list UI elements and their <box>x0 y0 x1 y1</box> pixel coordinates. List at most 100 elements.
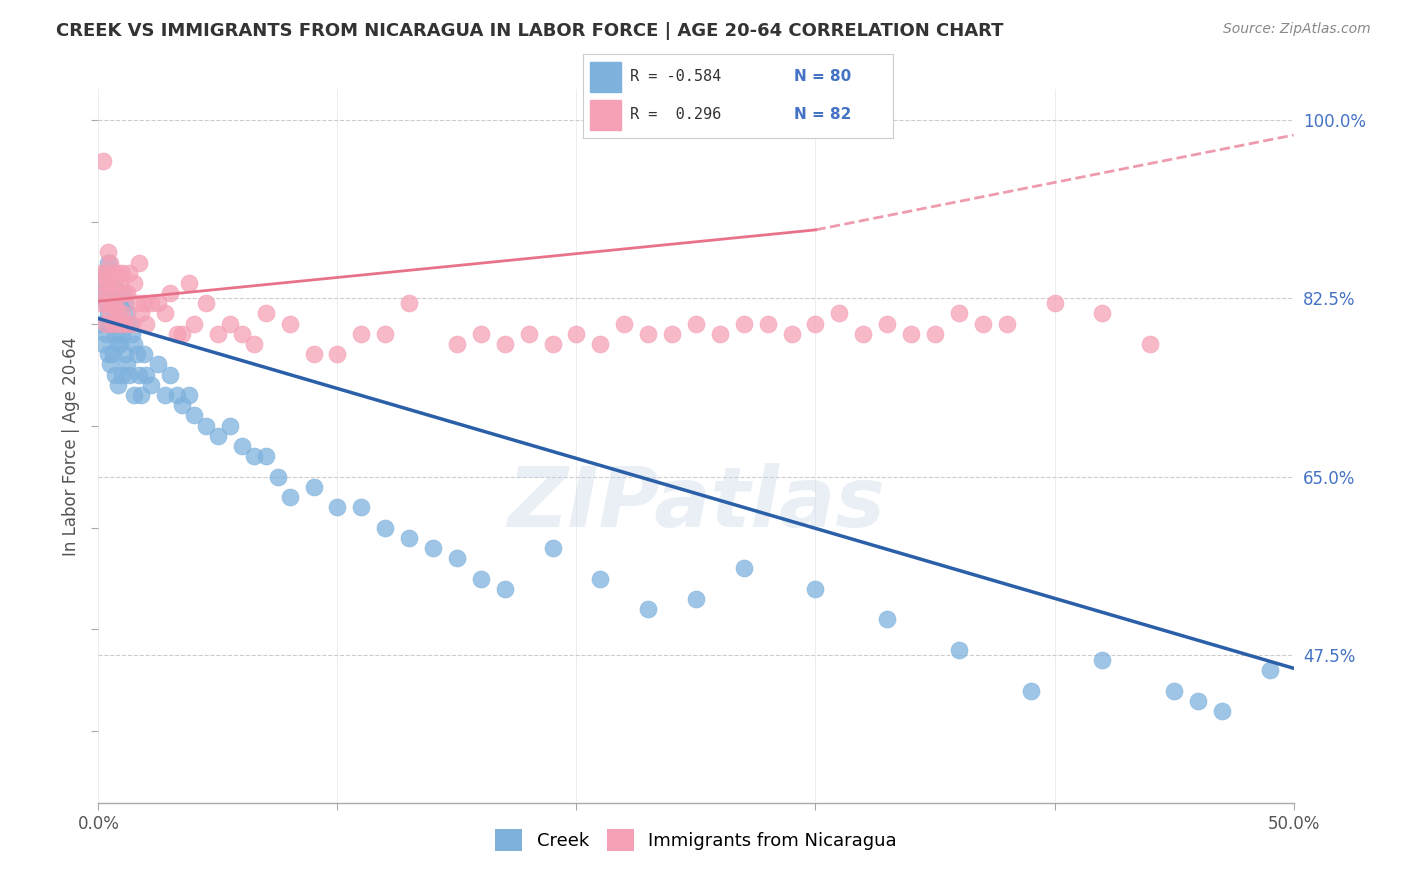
Point <box>107 296 129 310</box>
Text: N = 80: N = 80 <box>794 69 851 84</box>
Point <box>111 266 134 280</box>
Point <box>948 306 970 320</box>
Point <box>139 296 162 310</box>
Point <box>91 276 114 290</box>
Text: N = 82: N = 82 <box>794 107 851 122</box>
Point <box>94 317 117 331</box>
Point <box>94 266 117 280</box>
Point <box>90 296 112 310</box>
Point <box>172 398 194 412</box>
Point <box>104 326 127 341</box>
Point <box>852 326 875 341</box>
Point <box>924 326 946 341</box>
Point <box>828 306 851 320</box>
Point <box>98 358 122 372</box>
Point <box>1163 683 1185 698</box>
Point <box>541 337 564 351</box>
Point <box>254 449 277 463</box>
Y-axis label: In Labor Force | Age 20-64: In Labor Force | Age 20-64 <box>62 336 80 556</box>
Text: CREEK VS IMMIGRANTS FROM NICARAGUA IN LABOR FORCE | AGE 20-64 CORRELATION CHART: CREEK VS IMMIGRANTS FROM NICARAGUA IN LA… <box>56 22 1004 40</box>
Point <box>565 326 588 341</box>
Point <box>541 541 564 555</box>
Point <box>114 317 136 331</box>
Point <box>685 591 707 606</box>
Point <box>219 317 242 331</box>
Point <box>125 347 148 361</box>
Point <box>374 326 396 341</box>
Point <box>132 296 155 310</box>
Point <box>756 317 779 331</box>
Point <box>98 286 122 301</box>
Point <box>97 255 120 269</box>
Point <box>709 326 731 341</box>
Point <box>108 276 131 290</box>
Bar <box>589 100 620 130</box>
Point <box>326 500 349 515</box>
Point <box>135 368 157 382</box>
Point <box>374 520 396 534</box>
Legend: Creek, Immigrants from Nicaragua: Creek, Immigrants from Nicaragua <box>488 822 904 858</box>
Point <box>115 286 138 301</box>
Point <box>114 286 136 301</box>
Point <box>350 326 373 341</box>
Point <box>98 286 122 301</box>
Point <box>804 582 827 596</box>
Point <box>148 358 170 372</box>
Point <box>195 418 218 433</box>
Point <box>101 317 124 331</box>
Point <box>613 317 636 331</box>
Point <box>302 480 325 494</box>
Point <box>159 286 181 301</box>
Point <box>972 317 994 331</box>
Point <box>1211 704 1233 718</box>
Point <box>118 317 141 331</box>
Point <box>155 306 177 320</box>
Point <box>195 296 218 310</box>
Point <box>107 266 129 280</box>
Point <box>131 306 153 320</box>
Point <box>97 306 120 320</box>
Point <box>1258 663 1281 677</box>
Point <box>637 326 659 341</box>
Point <box>398 296 420 310</box>
Point <box>637 602 659 616</box>
Point <box>94 326 117 341</box>
Point <box>876 612 898 626</box>
Point <box>243 337 266 351</box>
Point <box>398 531 420 545</box>
Point <box>90 286 112 301</box>
Point <box>661 326 683 341</box>
Point <box>231 439 253 453</box>
Point <box>97 347 120 361</box>
Point <box>733 561 755 575</box>
Point <box>278 317 301 331</box>
Point <box>733 317 755 331</box>
Point <box>1139 337 1161 351</box>
Point <box>1043 296 1066 310</box>
Point <box>780 326 803 341</box>
Point <box>948 643 970 657</box>
Point <box>302 347 325 361</box>
Point <box>101 266 124 280</box>
Point <box>172 326 194 341</box>
Point <box>91 337 114 351</box>
Point <box>326 347 349 361</box>
Point <box>207 326 229 341</box>
Point <box>179 388 201 402</box>
Point <box>115 358 138 372</box>
Point <box>1187 694 1209 708</box>
Point <box>97 296 120 310</box>
Bar <box>589 62 620 92</box>
Point <box>101 317 124 331</box>
Point <box>111 306 134 320</box>
Point <box>111 368 134 382</box>
Point <box>128 255 150 269</box>
Point <box>107 377 129 392</box>
Point <box>98 306 122 320</box>
Point <box>685 317 707 331</box>
Point <box>124 388 146 402</box>
Point <box>470 326 492 341</box>
Point <box>115 306 138 320</box>
Point <box>494 337 516 351</box>
Point <box>104 296 127 310</box>
